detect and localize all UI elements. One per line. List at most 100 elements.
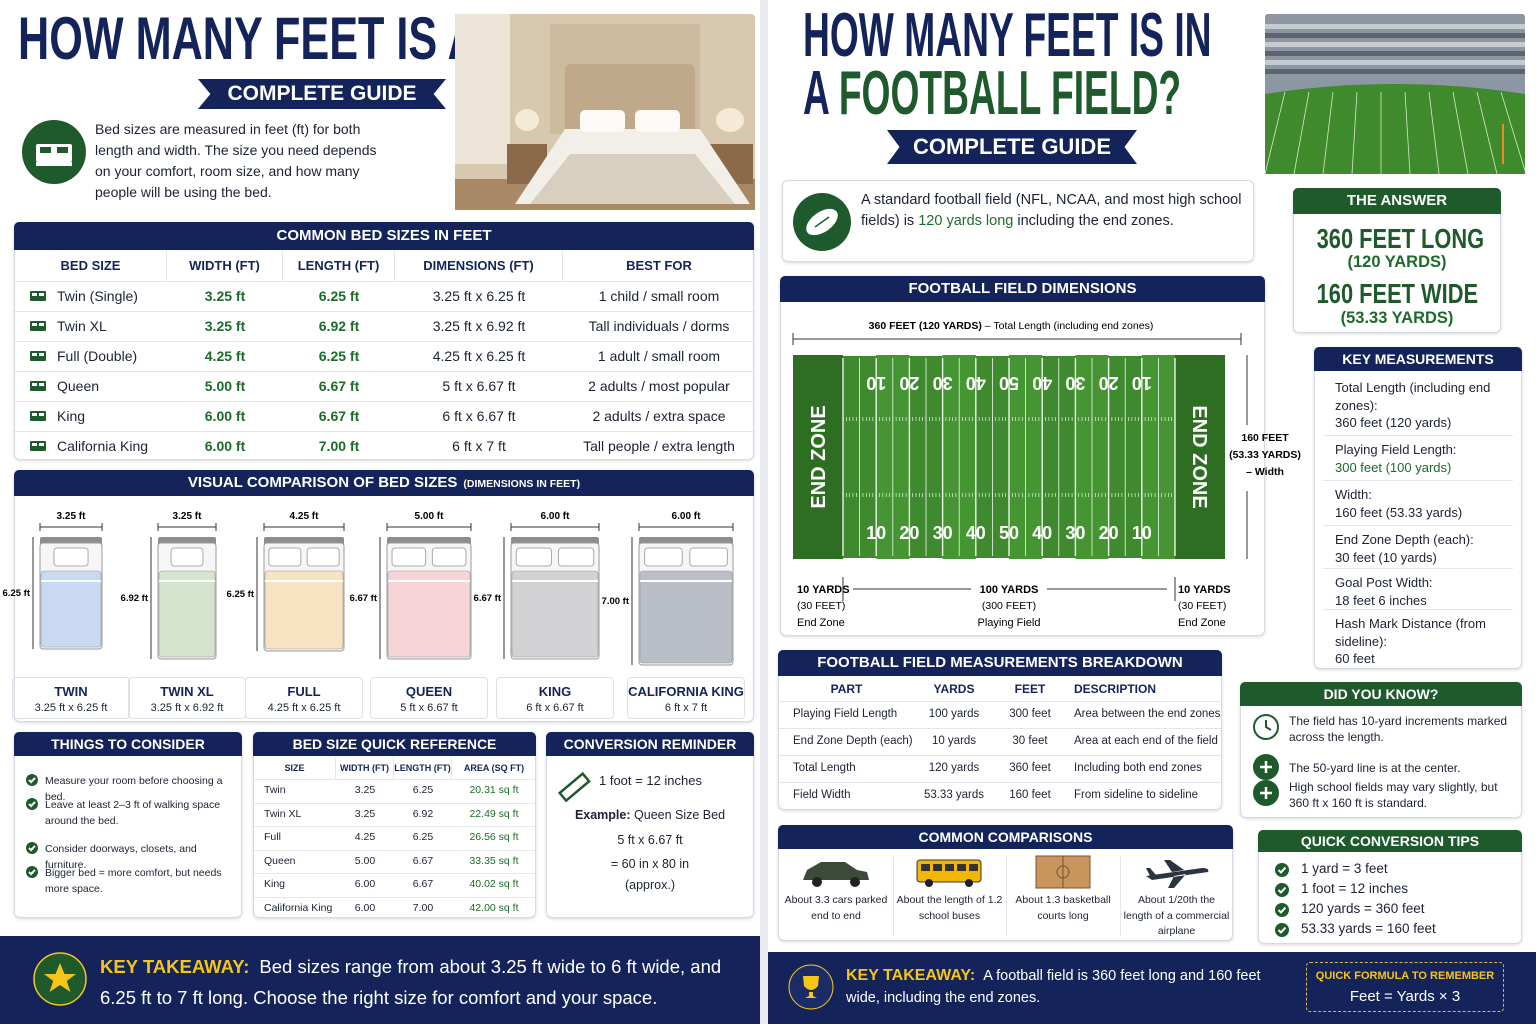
- photo-stands-row: [1265, 33, 1525, 38]
- conversion-reminder: CONVERSION REMINDER 1 foot = 12 inches Exa…: [546, 732, 754, 918]
- intro-text: Bed sizes are measured in feet (ft) for …: [95, 121, 377, 200]
- table-cell: Area between the end zones: [1074, 708, 1221, 720]
- comparison-text: About 3.3 cars parked end to end: [784, 894, 888, 922]
- bed-blanket: [511, 570, 599, 658]
- bed-name-box: CALIFORNIA KING 6 ft x 7 ft: [627, 677, 745, 719]
- item-divider: [1323, 435, 1513, 436]
- total-length-desc: – Total Length (including end zones): [982, 320, 1153, 332]
- bed-name: KING: [538, 684, 572, 699]
- table-cell: Full: [264, 831, 281, 843]
- tip-item: 53.33 yards = 160 feet: [1301, 921, 1436, 936]
- bed-length-label: 7.00 ft: [602, 596, 630, 607]
- table-cell: 10 yards: [931, 735, 977, 747]
- bed-name: TWIN XL: [160, 684, 214, 699]
- bed-dims: 6 ft x 6.67 ft: [526, 702, 584, 714]
- yard-number: 40: [1032, 523, 1052, 543]
- guide-badge: COMPLETE GUIDE: [198, 79, 446, 109]
- answer-long-sub: (120 YARDS): [1347, 253, 1447, 271]
- measure-item: Playing Field Length: 300 feet (100 yards…: [1335, 441, 1515, 476]
- formula-title: QUICK FORMULA TO REMEMBER: [1315, 970, 1495, 982]
- conversion-step: (approx.): [624, 878, 676, 892]
- bed-name: FULL: [287, 684, 321, 699]
- photo-yard-line: [1500, 91, 1527, 175]
- column-header: FEET: [1014, 682, 1046, 696]
- photo-yard-line: [1476, 91, 1498, 175]
- column-divider: [892, 856, 894, 936]
- end-zone: [1175, 355, 1225, 559]
- bed-blanket: [639, 570, 733, 664]
- segment-name: End Zone: [797, 617, 845, 629]
- measure-value: 360 feet (120 yards): [1335, 415, 1452, 430]
- yard-number: 20: [899, 523, 919, 543]
- yard-number: 30: [933, 523, 953, 543]
- photo-yard-line: [1428, 91, 1440, 175]
- table-cell: 160 feet: [1009, 789, 1051, 801]
- bed-name-box: TWIN 3.25 ft x 6.25 ft: [12, 677, 130, 719]
- table-cell: Playing Field Length: [793, 708, 898, 720]
- comparison-text: About 1/20th the length of a commercial …: [1123, 894, 1230, 937]
- table-cell: 3.25: [354, 784, 376, 796]
- table-cell: 6.00: [354, 878, 376, 890]
- comparison-icon: [803, 862, 869, 887]
- row-divider: [779, 728, 1221, 729]
- table-cell: 6.25: [412, 784, 434, 796]
- bus-window: [968, 864, 978, 871]
- table-cell: Queen: [264, 854, 296, 867]
- bed-width-label: 6.00 ft: [672, 511, 702, 522]
- row-divider: [779, 701, 1221, 702]
- bed-name-box: QUEEN 5 ft x 6.67 ft: [370, 677, 488, 719]
- bed-icon-pillow: [32, 353, 37, 356]
- yard-number: 30: [1065, 373, 1085, 393]
- yard-number: 40: [966, 523, 986, 543]
- visual-title: VISUAL COMPARISON OF BED SIZES: [187, 474, 458, 491]
- column-divider: [1006, 856, 1007, 936]
- example-name: Queen Size Bed: [634, 808, 726, 822]
- fact-item: High school fields may vary slightly, bu…: [1289, 780, 1498, 810]
- fact-icon: [1253, 780, 1279, 806]
- photo-lamp: [515, 109, 539, 131]
- table-cell: 33.35 sq ft: [469, 854, 519, 867]
- table-cell: 6.67: [412, 878, 434, 890]
- table-cell: Full (Double): [57, 348, 138, 364]
- field-dimensions: FOOTBALL FIELD DIMENSIONS 360 FEET (120 Y…: [780, 276, 1301, 636]
- photo-blanket: [530, 154, 735, 204]
- table-cell: Twin XL: [264, 807, 302, 820]
- fact-symbol: [1260, 787, 1272, 799]
- card-header: COMMON COMPARISONS: [778, 825, 1233, 849]
- bed-icon: [30, 291, 46, 301]
- end-zone-label: END ZONE: [1188, 405, 1210, 508]
- photo-stands-row: [1265, 51, 1525, 56]
- table-cell: 6.00 ft: [204, 408, 246, 424]
- comparison-icon: [1145, 860, 1208, 888]
- trophy: [803, 976, 819, 998]
- measurements-breakdown: FOOTBALL FIELD MEASUREMENTS BREAKDOWN PAR…: [778, 650, 1222, 810]
- conversion-rule: 1 foot = 12 inches: [599, 773, 702, 788]
- bed-name-box: TWIN XL 3.25 ft x 6.92 ft: [128, 677, 246, 719]
- guide-badge: COMPLETE GUIDE: [887, 130, 1137, 164]
- table-cell: 6.25 ft: [318, 348, 360, 364]
- bed-pillow: [689, 547, 728, 567]
- segment-name: End Zone: [1178, 617, 1226, 629]
- bed-blanket: [264, 570, 344, 650]
- conversion-tips: QUICK CONVERSION TIPS 1 yard = 3 feet 1 fo…: [1258, 830, 1522, 944]
- table-cell: 30 feet: [1012, 735, 1048, 747]
- fact-icon: [1253, 714, 1279, 740]
- photo-pillow: [580, 110, 625, 132]
- formula: Feet = Yards × 3: [1349, 988, 1461, 1005]
- bed-length-label: 6.67 ft: [350, 593, 378, 604]
- column-header: BED SIZE: [15, 251, 167, 281]
- segment-yards: 10 YARDS: [797, 584, 850, 596]
- photo-yard-line: [1264, 91, 1286, 175]
- field-diagram: 360 FEET (120 YARDS) – Total Length (inc…: [792, 320, 1301, 629]
- yard-number: 30: [933, 373, 953, 393]
- bed-icon-pillow: [39, 413, 44, 416]
- table-cell: 26.56 sq ft: [469, 831, 519, 843]
- bed-drawings: 3.25 ft 6.25 ft 3.25 ft 6.92 ft 4.25 ft 6.25 …: [3, 511, 734, 666]
- comparison-text: About 1.3 basketball courts long: [1015, 894, 1111, 922]
- bed-pillow: [558, 547, 595, 567]
- column-header: AREA (SQ FT): [463, 763, 525, 773]
- card-header: FOOTBALL FIELD MEASUREMENTS BREAKDOWN: [778, 650, 1222, 676]
- photo-yard-line: [1404, 91, 1411, 175]
- table-cell: 2 adults / extra space: [592, 408, 726, 424]
- table-cell: 6.67 ft: [318, 378, 360, 394]
